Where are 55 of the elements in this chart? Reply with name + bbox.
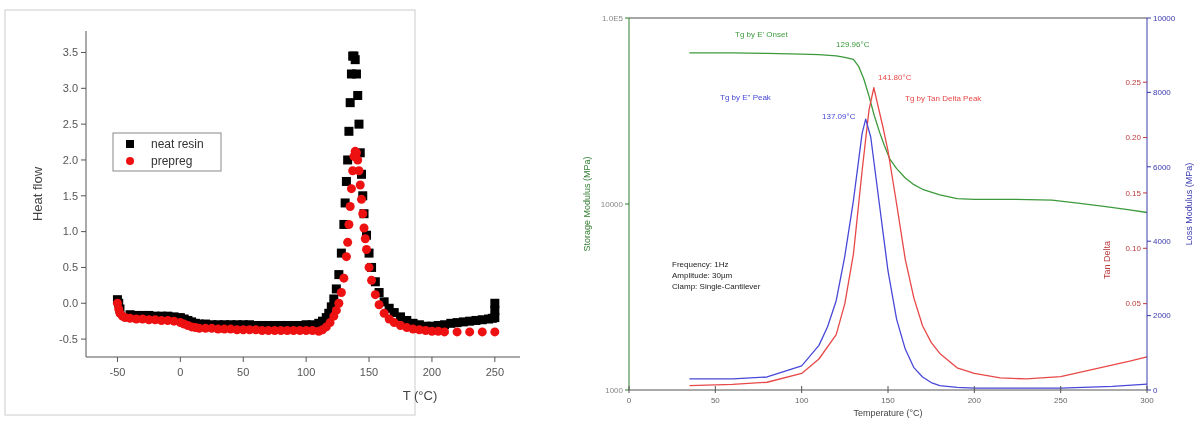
- y-tick-label: 3.0: [62, 82, 78, 95]
- annotation: 141.80°C: [878, 73, 912, 82]
- x-tick-label: 250: [1053, 396, 1068, 405]
- y-tick-label: 2.0: [62, 153, 78, 166]
- y-tick-label: 1.0: [62, 225, 78, 238]
- annotation: 137.09°C: [822, 112, 856, 121]
- annotation: 129.96°C: [836, 40, 870, 49]
- annotation: Amplitude: 30µm: [672, 271, 733, 280]
- y-tick-label: 3.5: [62, 46, 78, 59]
- y2-axis-title: Tan Delta: [1102, 240, 1112, 280]
- legend-label: neat resin: [151, 137, 204, 152]
- x-tick-label: 150: [359, 366, 379, 378]
- y-tick-label: 1000: [605, 385, 624, 395]
- legend-label: prepreg: [151, 154, 193, 169]
- y3-tick-label: 4000: [1153, 237, 1172, 246]
- y-tick-label: 0.0: [62, 297, 78, 310]
- y-tick-label: -0.5: [59, 332, 78, 345]
- x-tick-label: 200: [967, 396, 982, 405]
- y3-tick-label: 0: [1153, 385, 1158, 395]
- y-axis-title: Storage Modulus (MPa): [582, 156, 592, 252]
- x-tick-label: 50: [237, 366, 250, 378]
- y-axis-title: Heat flow: [30, 166, 45, 222]
- y-tick-label: 2.5: [62, 117, 78, 130]
- y2-tick-label: 0.20: [1125, 133, 1142, 143]
- x-tick-label: 100: [794, 396, 809, 405]
- x-tick-label: 0: [626, 396, 632, 405]
- annotation: Clamp: Single-Cantilever: [672, 282, 761, 291]
- x-tick-label: 50: [710, 396, 721, 405]
- y-tick-label: 1.5: [62, 189, 78, 202]
- y3-axis-title: Loss Modulus (MPa): [1184, 162, 1194, 246]
- y-tick-label: 1.0E5: [602, 13, 624, 23]
- x-tick-label: 150: [881, 396, 896, 405]
- y2-tick-label: 0.10: [1125, 244, 1142, 254]
- x-axis-title: T (°C): [402, 388, 438, 403]
- y3-tick-label: 2000: [1153, 311, 1172, 321]
- y2-tick-label: 0.15: [1125, 188, 1142, 198]
- x-tick-label: 250: [485, 366, 505, 378]
- annotation: Tg by E" Peak: [720, 93, 772, 102]
- annotation: Tg by Tan Delta Peak: [905, 94, 983, 103]
- x-axis-title: Temperature (°C): [853, 408, 923, 418]
- annotation: Frequency: 1Hz: [672, 260, 729, 269]
- y3-tick-label: 10000: [1153, 13, 1176, 23]
- y-tick-label: 0.5: [62, 261, 78, 274]
- annotation: Tg by E' Onset: [735, 30, 789, 39]
- x-tick-label: -50: [109, 366, 126, 378]
- x-tick-label: 200: [422, 366, 442, 378]
- y2-tick-label: 0.05: [1125, 299, 1142, 309]
- line-series: [688, 52, 1148, 214]
- y-tick-label: 10000: [600, 199, 624, 209]
- x-tick-label: 100: [296, 366, 316, 378]
- y3-tick-label: 6000: [1153, 162, 1172, 172]
- x-tick-label: 0: [177, 366, 184, 378]
- x-tick-label: 300: [1140, 396, 1155, 405]
- y2-tick-label: 0.25: [1125, 78, 1142, 88]
- y3-tick-label: 8000: [1153, 88, 1172, 98]
